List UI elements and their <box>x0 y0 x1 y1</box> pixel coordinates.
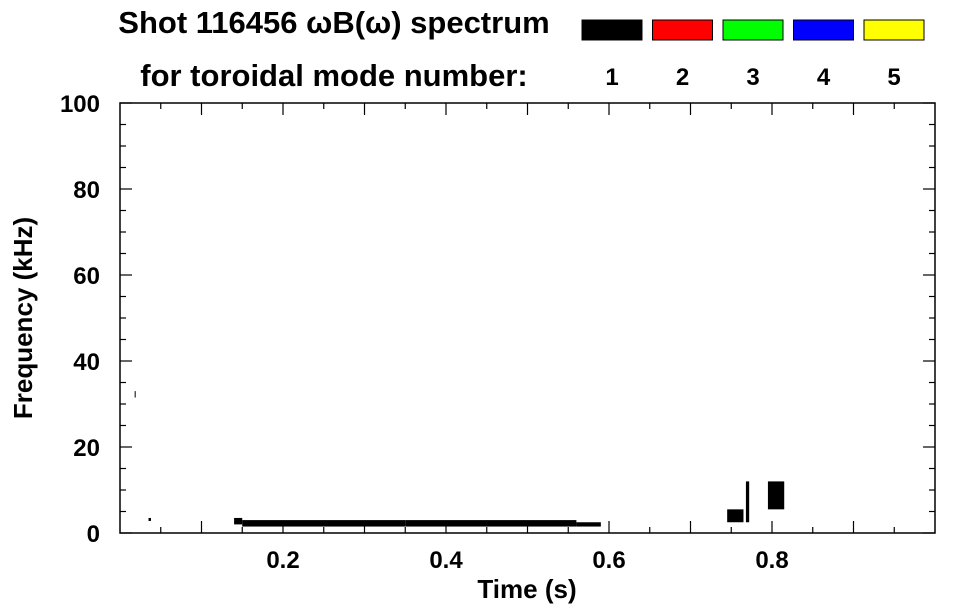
spectrum-plot-area <box>134 391 785 527</box>
plot-frame <box>119 102 936 534</box>
x-tick-label: 0.4 <box>429 547 463 574</box>
x-axis: 0.2 0.4 0.6 0.8 <box>160 103 895 574</box>
mode-1-segment <box>405 520 577 527</box>
y-tick-label: 80 <box>73 177 100 204</box>
chart-subtitle: for toroidal mode number: <box>140 58 528 93</box>
mode-1-segment <box>148 517 151 521</box>
legend-label-mode-2: 2 <box>676 64 689 91</box>
mode-1-segment <box>576 522 601 527</box>
y-tick-label: 40 <box>73 349 100 376</box>
legend-swatch-mode-5 <box>863 19 925 41</box>
y-tick-label: 0 <box>87 521 100 548</box>
y-tick-label: 100 <box>60 91 100 118</box>
legend-label-mode-4: 4 <box>817 64 831 91</box>
legend-swatch-mode-4 <box>793 19 854 41</box>
x-axis-label: Time (s) <box>477 574 576 604</box>
y-axis-label: Frequency (kHz) <box>8 217 38 419</box>
legend-swatch-mode-1 <box>581 19 643 41</box>
mode-1-segment <box>745 481 750 523</box>
mode-1-segment <box>234 517 243 525</box>
mode-1-segment <box>134 391 136 398</box>
chart-title: Shot 116456 ωB(ω) spectrum <box>118 5 549 40</box>
y-tick-label: 20 <box>73 435 100 462</box>
y-axis: 0 20 40 60 80 100 <box>60 91 935 548</box>
mode-1-segment <box>727 509 744 523</box>
legend-label-mode-1: 1 <box>605 64 618 91</box>
legend-label-mode-3: 3 <box>746 64 759 91</box>
legend: 1 2 3 4 5 <box>581 19 925 91</box>
y-tick-label: 60 <box>73 263 100 290</box>
legend-swatch-mode-2 <box>652 19 713 41</box>
x-tick-label: 0.8 <box>755 547 788 574</box>
legend-swatch-mode-3 <box>722 19 784 41</box>
x-tick-label: 0.2 <box>266 547 299 574</box>
mode-1-segment <box>767 481 785 510</box>
mode-1-segment <box>242 520 406 527</box>
x-tick-label: 0.6 <box>592 547 625 574</box>
legend-label-mode-5: 5 <box>887 64 900 91</box>
